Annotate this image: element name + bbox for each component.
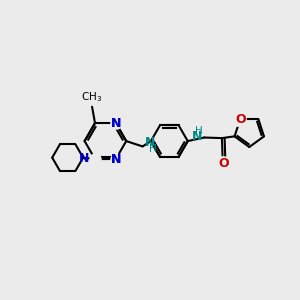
Text: N: N — [145, 136, 155, 149]
Text: N: N — [79, 152, 90, 165]
Text: H: H — [195, 126, 202, 136]
Text: H: H — [149, 144, 157, 154]
Text: N: N — [111, 117, 121, 130]
Text: N: N — [111, 153, 122, 166]
Text: N: N — [111, 117, 121, 130]
Text: N: N — [111, 153, 121, 166]
Text: O: O — [235, 112, 245, 126]
Text: N: N — [192, 130, 203, 142]
Text: O: O — [219, 157, 229, 170]
Text: CH$_3$: CH$_3$ — [81, 91, 103, 104]
